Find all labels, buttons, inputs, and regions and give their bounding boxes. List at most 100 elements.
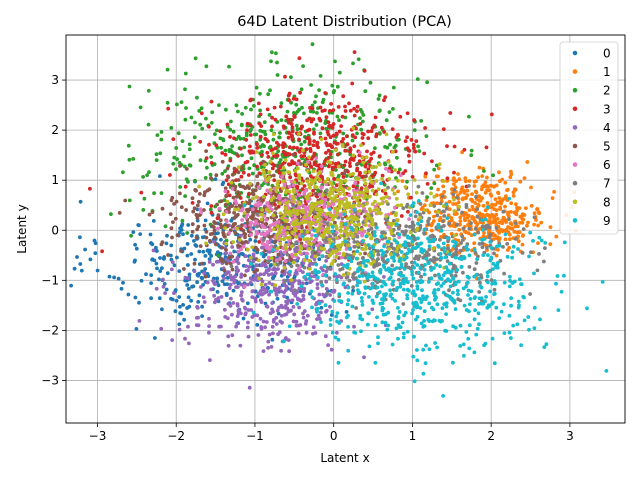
scatter-point — [374, 179, 379, 183]
scatter-point — [494, 226, 499, 230]
scatter-point — [336, 105, 341, 109]
scatter-points — [69, 42, 609, 398]
scatter-point — [291, 319, 296, 324]
scatter-point — [304, 162, 308, 167]
scatter-point — [267, 113, 272, 117]
scatter-point — [408, 230, 413, 235]
scatter-point — [418, 215, 422, 220]
scatter-point — [377, 93, 382, 98]
scatter-point — [218, 256, 223, 261]
scatter-point — [141, 208, 146, 212]
scatter-point — [528, 292, 532, 296]
scatter-point — [490, 281, 494, 286]
scatter-point — [234, 285, 238, 289]
scatter-point — [334, 213, 339, 218]
scatter-point — [256, 185, 261, 190]
scatter-point — [252, 269, 257, 274]
scatter-point — [319, 280, 324, 284]
scatter-point — [441, 179, 446, 184]
scatter-point — [434, 163, 439, 168]
scatter-point — [244, 269, 249, 273]
scatter-point — [247, 192, 251, 197]
scatter-point — [258, 91, 262, 96]
scatter-point — [230, 150, 235, 155]
scatter-point — [239, 311, 243, 316]
scatter-point — [261, 194, 266, 199]
scatter-point — [343, 229, 348, 234]
scatter-point — [260, 241, 265, 246]
scatter-point — [236, 170, 241, 175]
scatter-point — [403, 169, 408, 173]
scatter-point — [392, 238, 397, 243]
scatter-point — [390, 188, 395, 192]
scatter-point — [283, 304, 288, 308]
scatter-point — [360, 131, 365, 136]
scatter-point — [441, 127, 446, 131]
scatter-point — [389, 244, 393, 249]
scatter-point — [436, 222, 441, 227]
scatter-point — [371, 245, 375, 250]
scatter-point — [272, 245, 277, 250]
scatter-point — [411, 246, 415, 251]
scatter-point — [419, 247, 424, 251]
legend-label: 4 — [603, 121, 611, 135]
scatter-point — [207, 324, 212, 328]
scatter-point — [460, 197, 465, 202]
scatter-point — [451, 277, 456, 281]
scatter-point — [341, 175, 346, 179]
scatter-point — [301, 281, 305, 286]
scatter-point — [204, 235, 209, 240]
scatter-point — [309, 237, 313, 241]
scatter-point — [220, 245, 225, 250]
scatter-point — [348, 146, 353, 151]
scatter-point — [294, 245, 299, 250]
scatter-point — [236, 308, 241, 313]
scatter-point — [360, 155, 365, 160]
scatter-point — [468, 297, 473, 301]
scatter-point — [522, 318, 527, 323]
scatter-point — [408, 213, 413, 218]
scatter-point — [320, 109, 325, 113]
scatter-point — [315, 219, 319, 224]
scatter-point — [348, 164, 352, 169]
scatter-point — [217, 103, 221, 107]
y-tick-label: −2 — [41, 323, 59, 337]
scatter-point — [233, 231, 238, 235]
scatter-point — [281, 339, 286, 344]
scatter-point — [183, 117, 188, 122]
scatter-point — [265, 202, 270, 206]
scatter-point — [407, 249, 412, 254]
scatter-point — [430, 319, 435, 324]
scatter-point — [407, 159, 412, 164]
scatter-point — [517, 303, 521, 308]
scatter-point — [197, 213, 202, 218]
scatter-point — [302, 258, 307, 263]
scatter-point — [134, 246, 139, 251]
scatter-point — [380, 320, 385, 325]
scatter-point — [344, 202, 349, 207]
scatter-point — [395, 241, 400, 245]
scatter-point — [162, 282, 167, 286]
scatter-point — [346, 243, 350, 248]
scatter-point — [424, 198, 429, 203]
scatter-point — [494, 253, 499, 258]
scatter-point — [369, 180, 374, 184]
scatter-point — [366, 322, 370, 327]
scatter-point — [279, 118, 284, 122]
scatter-point — [374, 165, 378, 169]
scatter-point — [272, 178, 277, 183]
scatter-point — [314, 185, 319, 190]
scatter-point — [422, 151, 427, 156]
scatter-point — [310, 103, 315, 108]
scatter-point — [370, 125, 375, 130]
scatter-point — [480, 237, 484, 242]
scatter-point — [498, 207, 503, 211]
scatter-point — [257, 276, 261, 281]
scatter-point — [524, 206, 528, 211]
scatter-point — [334, 168, 338, 172]
scatter-point — [405, 111, 410, 116]
scatter-point — [444, 265, 449, 270]
scatter-point — [300, 187, 305, 192]
series-9-points — [242, 181, 609, 398]
scatter-point — [320, 193, 325, 198]
